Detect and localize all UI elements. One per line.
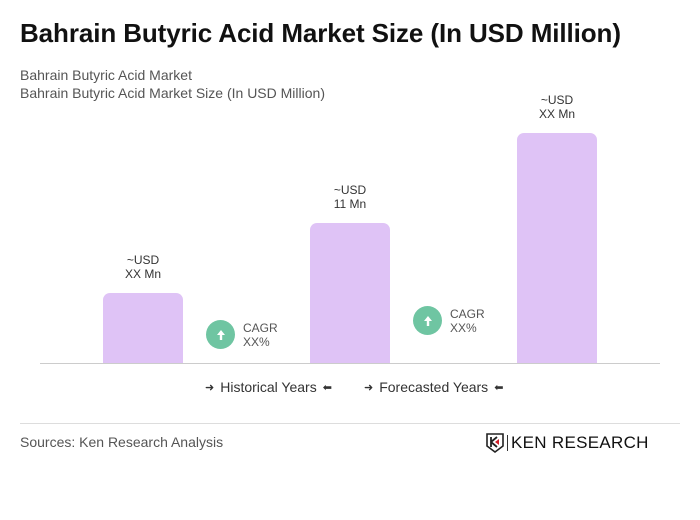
- bar-value-label: ~USD 11 Mn: [290, 183, 410, 211]
- bar-label-line1: ~USD: [126, 253, 160, 267]
- page-title: Bahrain Butyric Acid Market Size (In USD…: [20, 18, 621, 48]
- bar-label-line2: 11 Mn: [333, 197, 367, 211]
- bar-label-line1: ~USD: [333, 183, 367, 197]
- arrow-right-icon: ➜: [205, 381, 215, 394]
- source-note: Sources: Ken Research Analysis: [20, 434, 224, 450]
- bar-label-line2: XX Mn: [124, 267, 161, 281]
- chart-subtitle: Bahrain Butyric Acid Market: [20, 67, 192, 83]
- legend-label: Forecasted Years: [379, 379, 489, 395]
- bar-label-line1: ~USD: [540, 93, 574, 107]
- x-axis-line: [40, 363, 660, 364]
- bar-chart: ~USD XX Mn CAGR XX% ~USD 11 Mn CAGR XX% …: [40, 93, 660, 395]
- cagr-value: XX%: [243, 334, 270, 349]
- bar-value-label: ~USD XX Mn: [497, 93, 617, 121]
- logo-text: KEN RESEARCH: [511, 433, 649, 452]
- cagr-badge-forecast: CAGR XX%: [413, 306, 485, 335]
- legend-label: Historical Years: [220, 379, 317, 395]
- cagr-value: XX%: [450, 320, 477, 335]
- legend-forecasted: ➜ Forecasted Years ⬅: [358, 379, 509, 395]
- bar-label-line2: XX Mn: [538, 107, 575, 121]
- footer-divider: [20, 423, 680, 424]
- cagr-badge-historical: CAGR XX%: [206, 320, 278, 349]
- up-arrow-icon: [413, 306, 442, 335]
- bar-forecast-end: [517, 133, 597, 363]
- arrow-right-icon: ➜: [364, 381, 374, 394]
- ken-research-logo: KEN RESEARCH: [486, 433, 649, 453]
- legend-historical: ➜ Historical Years ⬅: [199, 379, 338, 395]
- cagr-label: CAGR: [243, 320, 278, 335]
- bar-value-label: ~USD XX Mn: [83, 253, 203, 281]
- chart-subtitle-units: Bahrain Butyric Acid Market Size (In USD…: [20, 85, 325, 101]
- ken-logo-icon: [486, 433, 504, 453]
- bar-historical-start: [103, 293, 183, 363]
- arrow-left-icon: ⬅: [322, 381, 332, 394]
- cagr-label: CAGR: [450, 306, 485, 321]
- up-arrow-icon: [206, 320, 235, 349]
- arrow-left-icon: ⬅: [494, 381, 504, 394]
- bar-historical-end: [310, 223, 390, 363]
- logo-separator: [507, 435, 508, 451]
